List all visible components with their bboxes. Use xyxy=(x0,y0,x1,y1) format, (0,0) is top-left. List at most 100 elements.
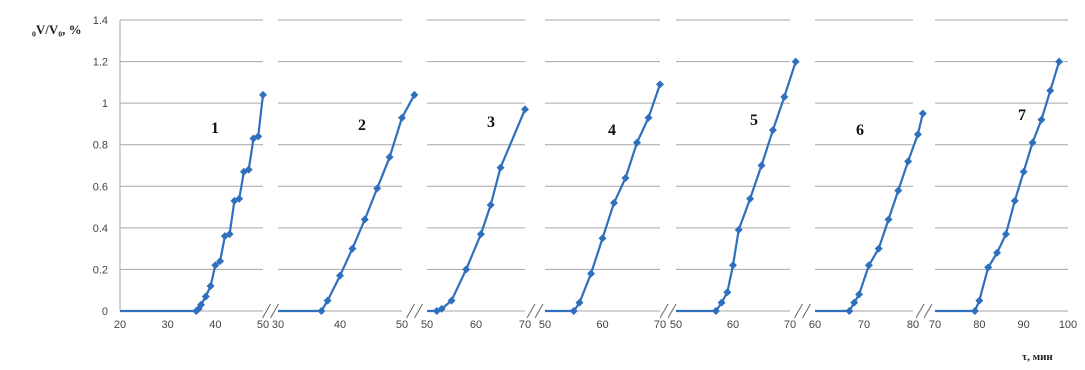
series-label-2: 2 xyxy=(358,117,366,134)
point-4-7 xyxy=(633,138,641,147)
x-tick-label-p2-0: 30 xyxy=(272,319,284,331)
series-line-2 xyxy=(278,94,416,313)
point-5-1 xyxy=(711,307,720,315)
point-2-2 xyxy=(323,296,332,305)
point-7-11 xyxy=(1055,57,1064,66)
point-1-16 xyxy=(259,90,267,99)
point-7-10 xyxy=(1046,86,1055,95)
series-line-3 xyxy=(427,108,527,313)
axis-break-1-1 xyxy=(270,303,279,319)
point-3-3 xyxy=(447,296,456,305)
label-layer: 1 2 3 4 5 6 7 xyxy=(211,107,1026,139)
point-1-13 xyxy=(244,165,253,174)
point-7-9 xyxy=(1037,115,1046,124)
point-6-7 xyxy=(894,186,903,195)
point-7-4 xyxy=(993,248,1002,257)
x-tick-label-p7-2: 90 xyxy=(1018,319,1030,331)
axis-break-3-0 xyxy=(526,303,536,319)
point-4-1 xyxy=(569,307,578,315)
point-1-14 xyxy=(249,134,258,143)
x-tick-label-p3-0: 50 xyxy=(421,319,433,331)
series-label-4: 4 xyxy=(608,122,616,139)
point-5-3 xyxy=(723,288,732,297)
point-6-1 xyxy=(845,307,854,315)
point-6-6 xyxy=(884,215,893,224)
axis-break-5-0 xyxy=(794,303,803,319)
series-line-1 xyxy=(120,94,265,313)
x-tick-label-p4-1: 60 xyxy=(596,319,608,331)
point-5-10 xyxy=(791,57,800,66)
point-4-8 xyxy=(644,113,653,122)
point-3-7 xyxy=(496,163,505,172)
x-tick-label-p5-0: 50 xyxy=(670,319,682,331)
point-1-11 xyxy=(235,194,244,203)
x-tick-label-p1-1: 30 xyxy=(162,319,174,331)
x-tick-label-p5-2: 70 xyxy=(784,319,796,331)
x-axis-label: τ, мин xyxy=(1022,351,1053,363)
point-1-9 xyxy=(225,230,234,239)
x-tick-label-p3-2: 70 xyxy=(519,319,531,331)
series-layer xyxy=(120,57,1064,315)
point-4-5 xyxy=(610,198,618,207)
point-1-6 xyxy=(211,261,220,270)
y-tick-label-6: 1.2 xyxy=(93,57,108,69)
series-label-6: 6 xyxy=(856,122,864,139)
grid-layer xyxy=(119,19,1068,312)
point-2-7 xyxy=(385,153,394,162)
point-5-8 xyxy=(768,126,777,135)
x-tick-label-p3-1: 60 xyxy=(470,319,482,331)
point-4-2 xyxy=(575,298,584,307)
point-3-4 xyxy=(462,265,471,274)
point-2-8 xyxy=(398,113,406,122)
x-tick-label-p2-2: 50 xyxy=(396,319,408,331)
x-tick-label-p4-0: 50 xyxy=(539,319,551,331)
y-tick-label-2: 0.4 xyxy=(93,223,108,235)
point-5-5 xyxy=(734,225,743,234)
x-tick-label-p6-1: 70 xyxy=(858,319,870,331)
point-4-9 xyxy=(656,80,664,89)
point-2-3 xyxy=(336,271,344,280)
point-6-2 xyxy=(850,298,859,307)
point-2-5 xyxy=(360,215,369,224)
point-7-8 xyxy=(1028,138,1037,147)
x-tick-label-p1-2: 40 xyxy=(209,319,221,331)
axis-break-3-1 xyxy=(534,303,544,319)
point-3-8 xyxy=(521,105,529,114)
axis-break-1-0 xyxy=(262,303,271,319)
series-line-4 xyxy=(545,84,662,313)
point-1-7 xyxy=(216,257,225,266)
point-4-4 xyxy=(598,234,607,243)
point-6-3 xyxy=(855,290,864,299)
x-tick-label-p6-0: 60 xyxy=(809,319,821,331)
x-tick-label-p4-2: 70 xyxy=(654,319,666,331)
point-6-4 xyxy=(864,261,873,270)
y-tick-label-1: 0.2 xyxy=(93,264,108,276)
point-3-2 xyxy=(437,304,446,313)
y-tick-label-0: 0 xyxy=(102,306,108,318)
point-7-1 xyxy=(970,307,979,315)
point-6-9 xyxy=(913,130,922,139)
point-4-6 xyxy=(621,173,630,182)
point-2-9 xyxy=(410,90,419,99)
point-6-8 xyxy=(904,157,913,166)
point-7-2 xyxy=(975,296,984,305)
point-7-6 xyxy=(1010,196,1019,205)
point-2-6 xyxy=(373,184,382,193)
point-7-7 xyxy=(1019,167,1028,176)
point-1-5 xyxy=(206,282,215,291)
point-6-10 xyxy=(918,109,927,118)
axis-break-2-1 xyxy=(414,303,423,319)
y-axis-label: ₀V/V₀, % xyxy=(32,22,82,37)
x-tick-label-p1-3: 50 xyxy=(257,319,269,331)
point-3-5 xyxy=(476,230,485,239)
axis-break-4-1 xyxy=(667,303,677,319)
x-tick-label-p5-1: 60 xyxy=(727,319,739,331)
series-label-3: 3 xyxy=(487,114,495,131)
point-4-3 xyxy=(587,269,595,278)
series-label-7: 7 xyxy=(1018,107,1026,124)
point-5-9 xyxy=(780,92,789,101)
x-tick-label-p2-1: 40 xyxy=(334,319,346,331)
series-line-6 xyxy=(815,113,924,313)
point-1-15 xyxy=(254,132,263,141)
